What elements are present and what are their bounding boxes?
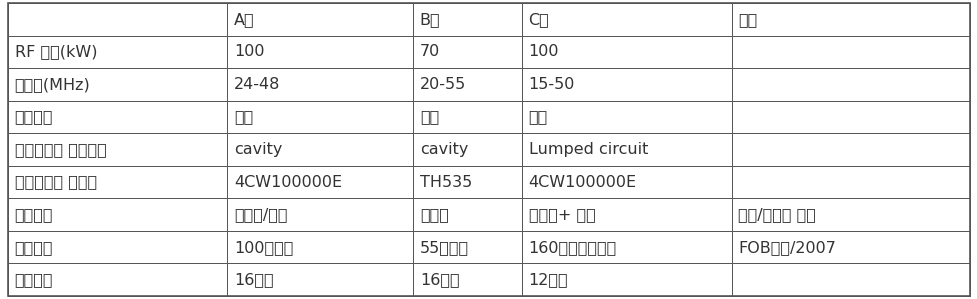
Bar bbox=[227, 101, 412, 133]
Bar bbox=[521, 263, 731, 296]
Text: 160만스위스프랑: 160만스위스프랑 bbox=[528, 240, 616, 255]
Text: 주파수(MHz): 주파수(MHz) bbox=[15, 77, 90, 92]
Bar bbox=[227, 3, 412, 36]
Text: 12개월: 12개월 bbox=[528, 272, 568, 287]
Bar bbox=[521, 231, 731, 263]
Text: 4CW100000E: 4CW100000E bbox=[234, 175, 342, 190]
Bar bbox=[8, 198, 227, 231]
Text: 공급가격: 공급가격 bbox=[15, 240, 53, 255]
Bar bbox=[227, 133, 412, 166]
Bar bbox=[731, 231, 969, 263]
Text: 가변형태: 가변형태 bbox=[15, 109, 53, 124]
Text: 비고: 비고 bbox=[738, 12, 757, 27]
Bar bbox=[521, 101, 731, 133]
Text: 20-55: 20-55 bbox=[419, 77, 466, 92]
Bar bbox=[8, 166, 227, 198]
Bar bbox=[521, 133, 731, 166]
Bar bbox=[8, 3, 227, 36]
Bar bbox=[731, 133, 969, 166]
Text: 연속: 연속 bbox=[528, 109, 547, 124]
Bar bbox=[521, 36, 731, 68]
Text: cavity: cavity bbox=[234, 142, 282, 157]
Text: 캐비티/전원: 캐비티/전원 bbox=[234, 207, 287, 222]
Text: 16개월: 16개월 bbox=[234, 272, 274, 287]
Text: FOB기준/2007: FOB기준/2007 bbox=[738, 240, 835, 255]
Bar bbox=[227, 166, 412, 198]
Bar bbox=[227, 263, 412, 296]
Bar bbox=[227, 198, 412, 231]
Bar bbox=[731, 263, 969, 296]
Text: 캐비티: 캐비티 bbox=[419, 207, 448, 222]
Bar bbox=[412, 3, 521, 36]
Bar bbox=[227, 68, 412, 101]
Text: RF 출력(kW): RF 출력(kW) bbox=[15, 44, 97, 59]
Text: 100: 100 bbox=[528, 44, 559, 59]
Bar bbox=[8, 68, 227, 101]
Text: 최종증폭단 진공관: 최종증폭단 진공관 bbox=[15, 175, 97, 190]
Bar bbox=[412, 166, 521, 198]
Bar bbox=[521, 3, 731, 36]
Text: 연속: 연속 bbox=[419, 109, 439, 124]
Text: 제작기간: 제작기간 bbox=[15, 272, 53, 287]
Text: 연속: 연속 bbox=[234, 109, 253, 124]
Bar bbox=[731, 166, 969, 198]
Bar bbox=[412, 133, 521, 166]
Text: 70: 70 bbox=[419, 44, 440, 59]
Bar bbox=[412, 101, 521, 133]
Bar bbox=[8, 36, 227, 68]
Text: 공급형태: 공급형태 bbox=[15, 207, 53, 222]
Bar bbox=[8, 101, 227, 133]
Bar bbox=[227, 36, 412, 68]
Text: 최종증폭단 회로구성: 최종증폭단 회로구성 bbox=[15, 142, 106, 157]
Text: C사: C사 bbox=[528, 12, 549, 27]
Text: 4CW100000E: 4CW100000E bbox=[528, 175, 636, 190]
Bar bbox=[731, 3, 969, 36]
Bar bbox=[8, 231, 227, 263]
Text: 15-50: 15-50 bbox=[528, 77, 574, 92]
Bar bbox=[521, 166, 731, 198]
Bar bbox=[412, 68, 521, 101]
Bar bbox=[521, 68, 731, 101]
Text: B사: B사 bbox=[419, 12, 440, 27]
Text: 더미/전송선 제외: 더미/전송선 제외 bbox=[738, 207, 816, 222]
Text: Lumped circuit: Lumped circuit bbox=[528, 142, 648, 157]
Bar bbox=[8, 263, 227, 296]
Text: 24-48: 24-48 bbox=[234, 77, 280, 92]
Text: 16개월: 16개월 bbox=[419, 272, 459, 287]
Bar bbox=[731, 101, 969, 133]
Bar bbox=[731, 36, 969, 68]
Text: TH535: TH535 bbox=[419, 175, 472, 190]
Bar bbox=[412, 263, 521, 296]
Text: 캐비티+ 전원: 캐비티+ 전원 bbox=[528, 207, 595, 222]
Text: 55만유로: 55만유로 bbox=[419, 240, 468, 255]
Bar bbox=[227, 231, 412, 263]
Bar bbox=[412, 198, 521, 231]
Text: cavity: cavity bbox=[419, 142, 468, 157]
Text: 100만달러: 100만달러 bbox=[234, 240, 293, 255]
Text: 100: 100 bbox=[234, 44, 265, 59]
Bar bbox=[8, 133, 227, 166]
Bar bbox=[731, 68, 969, 101]
Bar bbox=[731, 198, 969, 231]
Bar bbox=[521, 198, 731, 231]
Bar bbox=[412, 36, 521, 68]
Bar bbox=[412, 231, 521, 263]
Text: A사: A사 bbox=[234, 12, 254, 27]
